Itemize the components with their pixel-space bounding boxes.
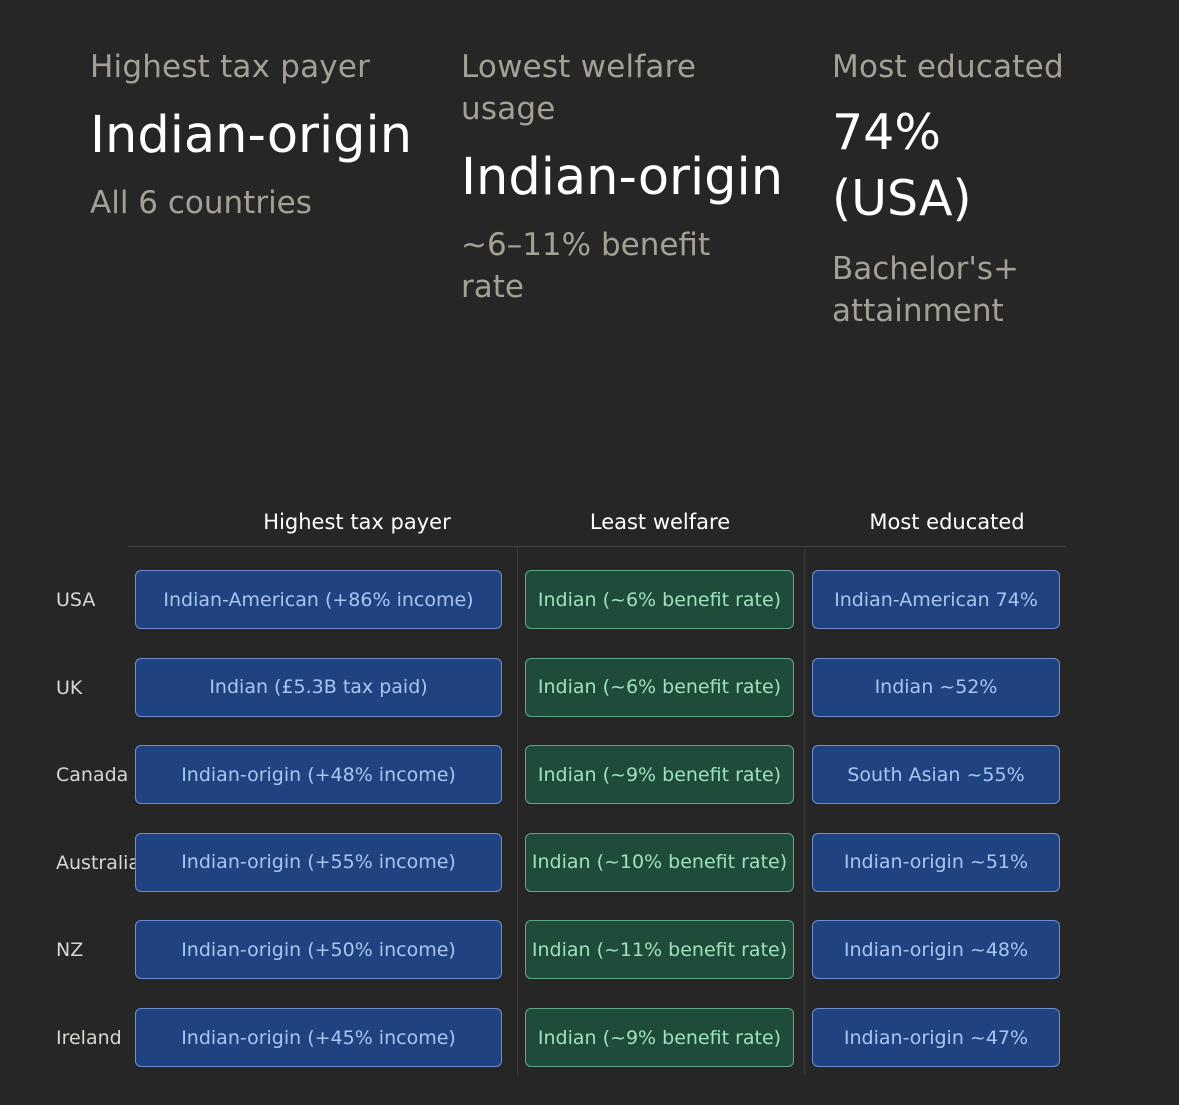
tax-cell: Indian-origin (+55% income) [135, 832, 502, 892]
education-cell: Indian-origin ~51% [812, 832, 1060, 892]
stat-card-tax: Highest tax payer Indian-origin All 6 co… [90, 46, 420, 224]
stat-subtitle: Bachelor's+ attainment [832, 251, 1019, 329]
row-label-usa: USA [56, 589, 96, 611]
row-label-ireland: Ireland [56, 1027, 122, 1049]
tax-cell: Indian-American (+86% income) [135, 570, 502, 629]
row-label-nz: NZ [56, 939, 84, 962]
tax-cell: Indian-origin (+48% income) [135, 745, 502, 805]
stat-label: Highest tax payer [90, 49, 371, 85]
stat-value: Indian-origin [461, 148, 784, 207]
welfare-cell: Indian (~11% benefit rate) [525, 920, 794, 980]
stat-value: 74% (USA) [832, 104, 972, 227]
education-cell: Indian-origin ~48% [812, 920, 1060, 980]
welfare-cell: Indian (~10% benefit rate) [525, 832, 794, 892]
welfare-cell: Indian (~9% benefit rate) [525, 745, 794, 805]
education-cell: Indian ~52% [812, 657, 1060, 717]
welfare-cell: Indian (~6% benefit rate) [525, 570, 794, 629]
education-cell: Indian-American 74% [812, 570, 1060, 629]
row-label-uk: UK [56, 676, 83, 699]
header-divider [128, 546, 1066, 547]
stat-label: Most educated [832, 49, 1064, 85]
tax-cell: Indian-origin (+45% income) [135, 1008, 502, 1067]
welfare-cell: Indian (~6% benefit rate) [525, 657, 794, 717]
stat-label: Lowest welfare usage [461, 49, 697, 127]
education-cell: Indian-origin ~47% [812, 1008, 1060, 1067]
tax-cell: Indian (£5.3B tax paid) [135, 657, 502, 717]
stat-subtitle: ~6–11% benefit rate [461, 227, 711, 305]
column-header-welfare: Least welfare [589, 510, 731, 534]
stat-card-welfare: Lowest welfare usage Indian-origin ~6–11… [461, 46, 791, 308]
column-divider [804, 548, 805, 1075]
column-header-tax: Highest tax payer [263, 510, 451, 534]
column-header-education: Most educated [869, 510, 1025, 534]
welfare-cell: Indian (~9% benefit rate) [525, 1008, 794, 1067]
column-divider [517, 548, 518, 1075]
stat-value: Indian-origin [90, 106, 413, 165]
row-label-canada: Canada [56, 764, 129, 787]
tax-cell: Indian-origin (+50% income) [135, 920, 502, 980]
stat-card-education: Most educated 74% (USA) Bachelor's+ atta… [832, 46, 1162, 332]
row-label-australia: Australia [56, 851, 141, 874]
education-cell: South Asian ~55% [812, 745, 1060, 805]
stat-subtitle: All 6 countries [90, 185, 312, 221]
